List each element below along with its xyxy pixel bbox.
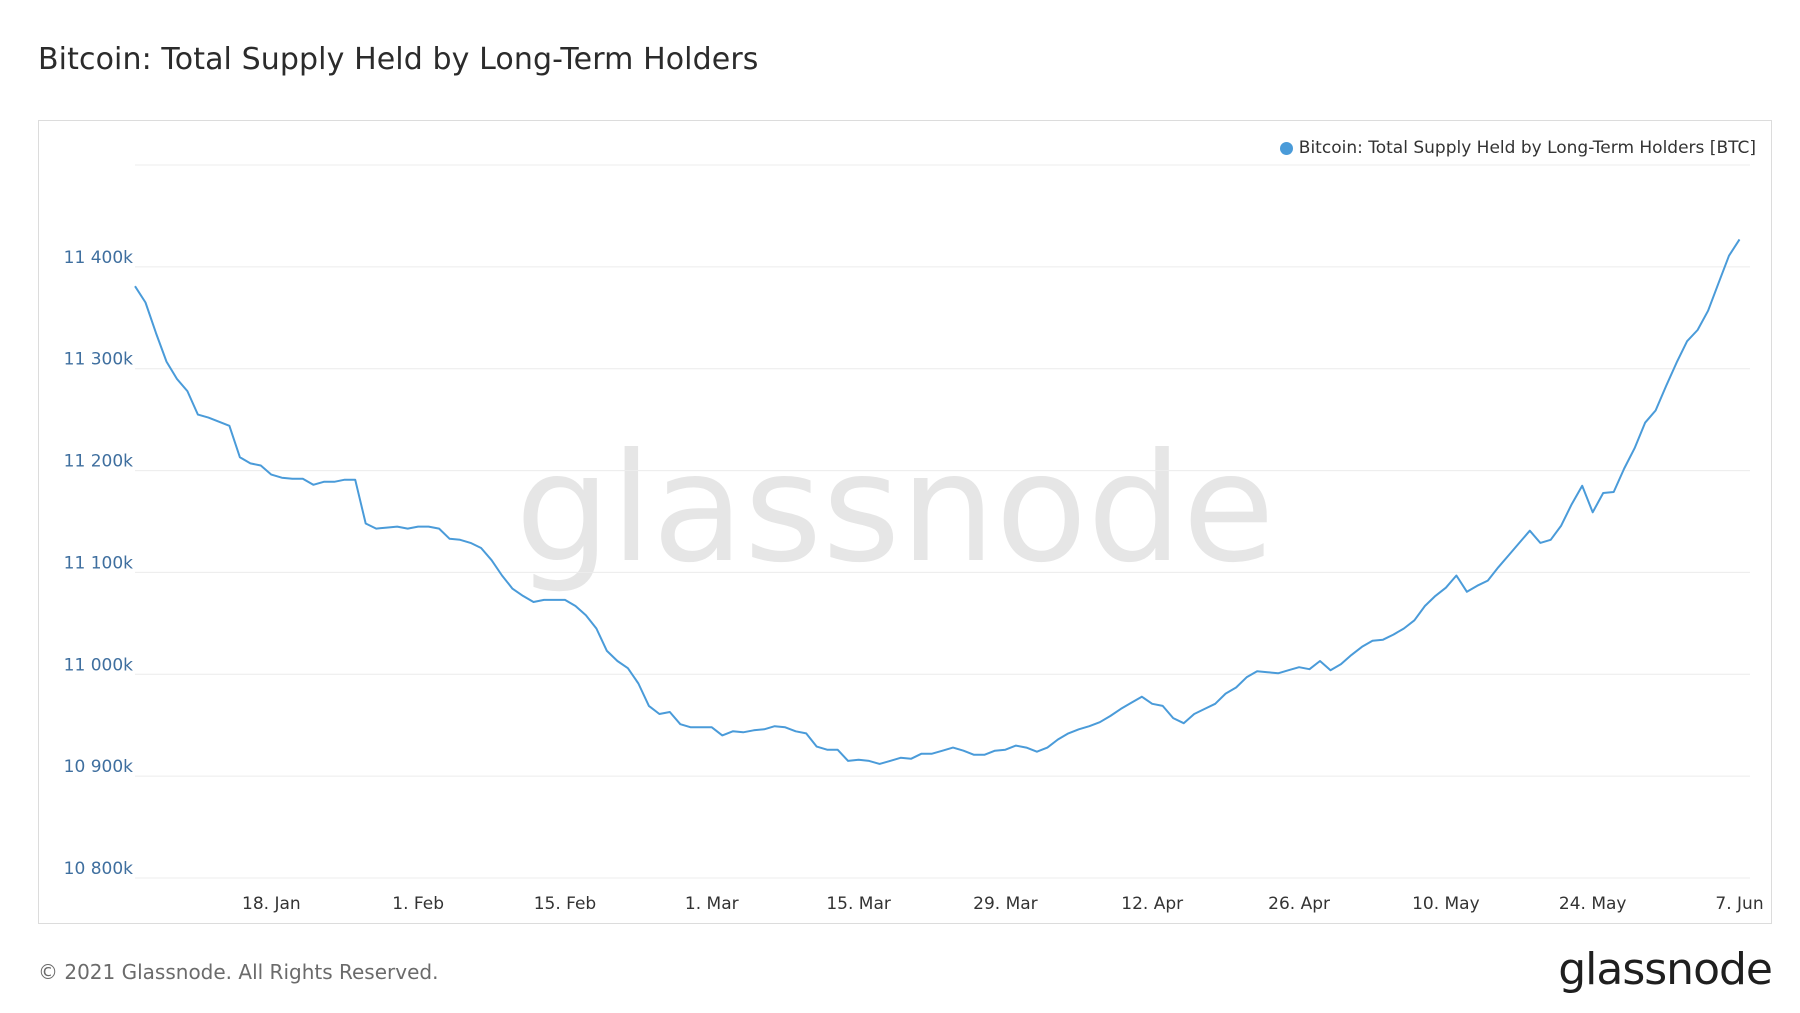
grid-lines <box>135 164 1750 879</box>
y-tick-label: 10 800k <box>64 859 133 879</box>
y-tick-label: 10 900k <box>64 757 133 777</box>
x-tick-label: 7. Jun <box>1715 894 1763 914</box>
x-tick-label: 10. May <box>1412 894 1480 914</box>
x-tick-label: 26. Apr <box>1268 894 1330 914</box>
x-tick-label: 1. Mar <box>685 894 739 914</box>
x-tick-label: 15. Mar <box>826 894 891 914</box>
x-tick-label: 12. Apr <box>1121 894 1183 914</box>
y-axis-ticks: 10 800k 10 900k 11 000k 11 100k 11 200k 11 30… <box>64 248 133 879</box>
chart-frame <box>38 120 1772 924</box>
y-tick-label: 11 200k <box>64 452 133 472</box>
series-line[interactable] <box>134 238 1741 765</box>
x-tick-label: 24. May <box>1559 894 1627 914</box>
x-tick-label: 18. Jan <box>242 894 301 914</box>
x-tick-label: 1. Feb <box>392 894 444 914</box>
y-tick-label: 11 400k <box>64 248 133 268</box>
series-layer <box>134 238 1741 765</box>
legend-label: Bitcoin: Total Supply Held by Long-Term … <box>1298 138 1756 158</box>
copyright-text: © 2021 Glassnode. All Rights Reserved. <box>38 960 439 984</box>
x-axis-ticks: 18. Jan 1. Feb 15. Feb 1. Mar 15. Mar 29. Mar… <box>242 894 1764 914</box>
page-title: Bitcoin: Total Supply Held by Long-Term … <box>38 42 759 77</box>
y-tick-label: 11 300k <box>64 350 133 370</box>
y-tick-label: 11 100k <box>64 553 133 573</box>
legend[interactable]: Bitcoin: Total Supply Held by Long-Term … <box>1279 138 1756 158</box>
x-tick-label: 15. Feb <box>534 894 597 914</box>
legend-marker-icon <box>1279 141 1293 155</box>
y-tick-label: 11 000k <box>64 655 133 675</box>
x-tick-label: 29. Mar <box>973 894 1038 914</box>
glassnode-logo[interactable]: glassnode <box>1558 944 1773 995</box>
watermark: glassnode <box>515 422 1274 596</box>
